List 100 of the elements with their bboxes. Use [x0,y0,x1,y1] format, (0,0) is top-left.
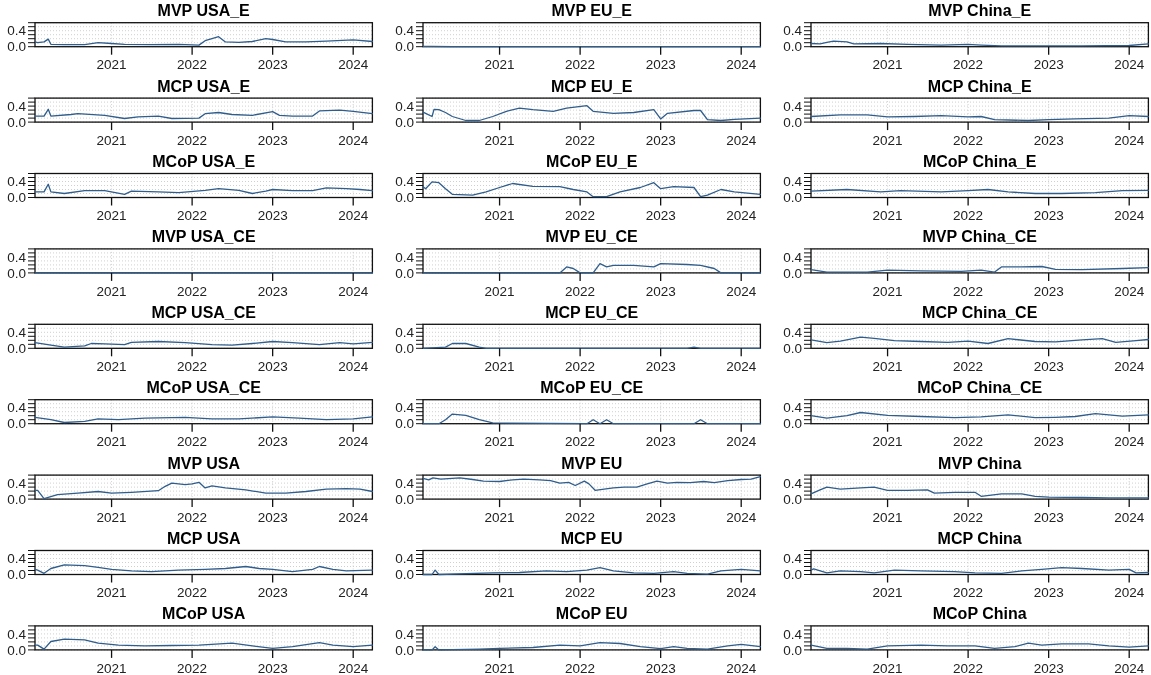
x-tick-label: 2023 [257,283,288,299]
x-tick-label: 2021 [872,509,903,525]
x-tick-label: 2022 [177,434,208,450]
x-tick-label: 2024 [338,132,369,148]
chart-title: MCoP EU_E [546,153,638,170]
chart-title: MCoP USA [162,605,246,623]
x-tick-label: 2022 [177,660,208,675]
x-tick-label: 2021 [96,132,127,148]
y-tick-label: 0.0 [783,642,802,658]
x-tick-label: 2024 [726,283,757,299]
x-tick-label: 2024 [1114,585,1145,601]
line-series [34,638,374,650]
x-tick-label: 2021 [484,359,515,375]
x-tick-label: 2021 [96,509,127,525]
x-tick-label: 2021 [872,132,903,148]
x-tick-label: 2024 [1114,660,1145,675]
y-tick-label: 0.4 [783,551,803,567]
x-tick-label: 2021 [96,359,127,375]
x-tick-label: 2021 [484,57,515,73]
x-tick-label: 2021 [872,208,903,224]
x-tick-label: 2021 [96,660,127,675]
y-tick-label: 0.4 [7,23,27,39]
x-tick-label: 2021 [96,208,127,224]
y-tick-label: 0.0 [783,190,802,206]
y-tick-label: 0.0 [395,341,414,357]
x-tick-label: 2021 [96,57,127,73]
x-tick-label: 2024 [338,509,369,525]
x-tick-label: 2024 [726,359,757,375]
x-tick-label: 2021 [484,132,515,148]
x-tick-label: 2023 [257,660,288,675]
y-tick-label: 0.4 [7,325,27,341]
y-tick-label: 0.4 [7,551,27,567]
x-tick-label: 2021 [872,660,903,675]
y-tick-label: 0.0 [395,114,414,130]
y-tick-label: 0.0 [783,39,802,55]
x-tick-label: 2022 [177,283,208,299]
x-tick-label: 2024 [1114,509,1145,525]
x-tick-label: 2023 [257,208,288,224]
x-tick-label: 2024 [726,132,757,148]
y-tick-label: 0.0 [7,190,26,206]
chart-title: MCP EU [560,530,623,547]
y-tick-label: 0.0 [7,114,26,130]
x-tick-label: 2022 [565,585,596,601]
chart-title: MVP China [938,454,1022,472]
y-tick-label: 0.4 [7,400,27,416]
x-tick-label: 2022 [565,660,596,675]
chart-title: MCP EU_CE [545,303,639,321]
y-tick-label: 0.4 [783,23,803,39]
x-tick-label: 2021 [872,359,903,375]
x-tick-label: 2023 [645,509,676,525]
y-tick-label: 0.4 [395,174,415,190]
y-tick-label: 0.0 [783,567,802,583]
chart-title: MCP USA_CE [151,303,257,321]
line-series [810,486,1150,499]
y-tick-label: 0.4 [783,98,803,114]
x-tick-label: 2024 [338,208,369,224]
y-tick-label: 0.4 [395,249,415,265]
x-tick-label: 2022 [177,509,208,525]
x-tick-label: 2022 [565,132,596,148]
y-tick-label: 0.4 [7,475,27,491]
y-tick-label: 0.4 [395,626,415,642]
y-tick-label: 0.0 [395,190,414,206]
x-tick-label: 2022 [177,359,208,375]
line-series [34,481,374,500]
x-tick-label: 2021 [484,660,515,675]
x-tick-label: 2022 [565,283,596,299]
y-tick-label: 0.0 [783,491,802,507]
chart-title: MVP USA_E [157,2,251,20]
y-tick-label: 0.0 [7,416,26,432]
x-tick-label: 2022 [177,57,208,73]
x-tick-label: 2024 [338,434,369,450]
chart-title: MCoP China_CE [917,379,1043,397]
x-tick-label: 2021 [484,283,515,299]
x-tick-label: 2022 [177,585,208,601]
y-tick-label: 0.4 [7,626,27,642]
x-tick-label: 2024 [338,585,369,601]
chart-title: MVP USA_CE [151,228,256,246]
line-series [422,105,762,122]
y-tick-label: 0.4 [395,551,415,567]
x-tick-label: 2022 [953,208,984,224]
x-tick-label: 2024 [1114,208,1145,224]
y-tick-label: 0.0 [783,265,802,281]
y-tick-label: 0.4 [7,249,27,265]
y-tick-label: 0.4 [395,400,415,416]
line-series [422,642,762,651]
x-tick-label: 2022 [565,434,596,450]
y-tick-label: 0.4 [7,174,27,190]
line-series [422,263,762,274]
line-series [34,36,374,46]
x-tick-label: 2024 [338,283,369,299]
chart-title: MCP USA_E [157,77,251,95]
x-tick-label: 2022 [953,283,984,299]
x-tick-label: 2023 [257,509,288,525]
x-tick-label: 2024 [726,434,757,450]
x-tick-label: 2024 [726,57,757,73]
chart-title: MCoP EU_CE [540,379,644,397]
x-tick-label: 2021 [872,434,903,450]
y-tick-label: 0.0 [395,642,414,658]
x-tick-label: 2024 [1114,434,1145,450]
x-tick-label: 2022 [177,208,208,224]
